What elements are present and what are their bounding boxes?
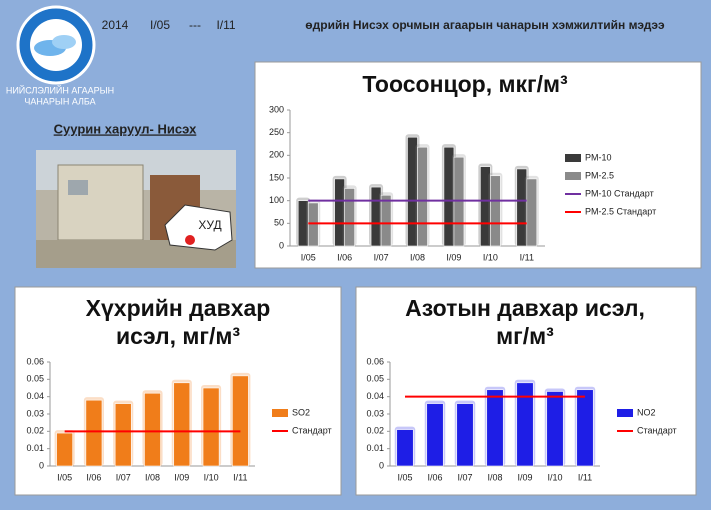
y-tick-label: 250 bbox=[269, 127, 284, 137]
header-from: I/05 bbox=[150, 18, 170, 32]
x-tick-label: I/10 bbox=[204, 472, 219, 482]
y-tick-label: 0.01 bbox=[26, 443, 44, 453]
chart-title: Хүхрийн давхар bbox=[86, 295, 271, 321]
y-tick-label: 0.05 bbox=[26, 374, 44, 384]
x-tick-label: I/11 bbox=[520, 252, 534, 262]
x-tick-label: I/11 bbox=[578, 472, 592, 482]
legend-marker bbox=[272, 409, 288, 417]
y-tick-label: 0.04 bbox=[366, 391, 384, 401]
bar bbox=[526, 178, 538, 247]
y-tick-label: 0 bbox=[279, 240, 284, 250]
bar bbox=[396, 429, 414, 467]
bar bbox=[456, 403, 474, 467]
bar bbox=[114, 403, 132, 467]
y-tick-label: 0.02 bbox=[26, 426, 44, 436]
chart-title: мг/м³ bbox=[496, 323, 554, 349]
chart-title: Азотын давхар исэл, bbox=[405, 295, 645, 321]
bar bbox=[202, 387, 220, 467]
x-tick-label: I/05 bbox=[301, 252, 316, 262]
x-tick-label: I/08 bbox=[410, 252, 425, 262]
header-to: I/11 bbox=[216, 18, 235, 32]
bar bbox=[344, 188, 355, 247]
x-tick-label: I/09 bbox=[517, 472, 532, 482]
x-tick-label: I/06 bbox=[427, 472, 442, 482]
bar bbox=[85, 399, 103, 467]
y-tick-label: 0.03 bbox=[26, 408, 44, 418]
legend-label: SO2 bbox=[292, 407, 310, 417]
y-tick-label: 0.06 bbox=[26, 356, 44, 366]
x-tick-label: I/08 bbox=[487, 472, 502, 482]
bar bbox=[426, 403, 444, 467]
bar bbox=[380, 194, 392, 247]
chart-title: исэл, мг/м³ bbox=[116, 323, 240, 349]
logo-text: ЧАНАРЫН АЛБА bbox=[24, 96, 95, 106]
bar bbox=[516, 382, 534, 467]
chart-title: Тоосонцор, мкг/м³ bbox=[362, 71, 568, 97]
x-tick-label: I/07 bbox=[374, 252, 389, 262]
map-label: ХУД bbox=[198, 218, 221, 232]
legend-label: PM-10 Стандарт bbox=[585, 188, 654, 198]
station-title: Суурин харуул- Нисэх bbox=[54, 121, 197, 136]
x-tick-label: I/11 bbox=[233, 472, 247, 482]
x-tick-label: I/05 bbox=[397, 472, 412, 482]
y-tick-label: 0 bbox=[39, 460, 44, 470]
bar bbox=[486, 389, 504, 467]
bar bbox=[144, 392, 161, 467]
legend-marker bbox=[617, 409, 633, 417]
y-tick-label: 0.02 bbox=[366, 426, 384, 436]
bar bbox=[546, 391, 564, 467]
x-tick-label: I/06 bbox=[86, 472, 101, 482]
logo-text: НИЙСЛЭЛИЙН АГААРЫН bbox=[6, 84, 114, 95]
legend-marker bbox=[565, 172, 581, 180]
legend-label: NO2 bbox=[637, 407, 656, 417]
x-tick-label: I/10 bbox=[483, 252, 498, 262]
bar bbox=[307, 202, 319, 247]
x-tick-label: I/07 bbox=[116, 472, 131, 482]
header-year: 2014 bbox=[102, 18, 129, 32]
logo bbox=[16, 5, 96, 85]
x-tick-label: I/08 bbox=[145, 472, 160, 482]
y-tick-label: 0 bbox=[379, 460, 384, 470]
station-photo bbox=[36, 150, 236, 268]
x-tick-label: I/09 bbox=[174, 472, 189, 482]
y-tick-label: 0.05 bbox=[366, 374, 384, 384]
legend-label: PM-2.5 Стандарт bbox=[585, 206, 656, 216]
y-tick-label: 0.06 bbox=[366, 356, 384, 366]
y-tick-label: 0.01 bbox=[366, 443, 384, 453]
bar bbox=[173, 382, 191, 467]
x-tick-label: I/09 bbox=[446, 252, 461, 262]
legend-label: PM-10 bbox=[585, 152, 612, 162]
x-tick-label: I/06 bbox=[337, 252, 352, 262]
legend-marker bbox=[565, 154, 581, 162]
legend-label: PM-2.5 bbox=[585, 170, 614, 180]
x-tick-label: I/07 bbox=[457, 472, 472, 482]
y-tick-label: 300 bbox=[269, 104, 284, 114]
y-tick-label: 100 bbox=[269, 195, 284, 205]
y-tick-label: 50 bbox=[274, 218, 284, 228]
y-tick-label: 150 bbox=[269, 172, 284, 182]
bar bbox=[232, 375, 249, 467]
panel bbox=[254, 61, 702, 269]
bar bbox=[417, 146, 428, 247]
x-tick-label: I/05 bbox=[57, 472, 72, 482]
legend-label: Стандарт bbox=[637, 425, 677, 435]
header-separator: --- bbox=[189, 18, 201, 32]
x-tick-label: I/10 bbox=[547, 472, 562, 482]
bar bbox=[490, 175, 501, 247]
y-tick-label: 0.04 bbox=[26, 391, 44, 401]
bar bbox=[56, 432, 73, 467]
y-tick-label: 0.03 bbox=[366, 408, 384, 418]
bar bbox=[576, 389, 594, 467]
header-text: өдрийн Нисэх орчмын агаарын чанарын хэмж… bbox=[305, 18, 665, 32]
legend-label: Стандарт bbox=[292, 425, 332, 435]
y-tick-label: 200 bbox=[269, 150, 284, 160]
